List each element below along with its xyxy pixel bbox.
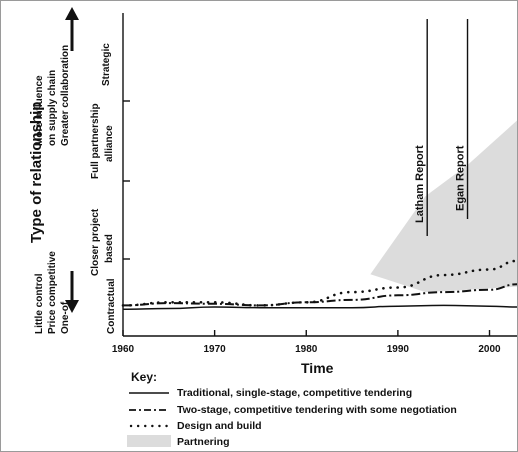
x-tick-label: 1960 [112, 344, 135, 355]
y-category-full-partnership-line1: Full partnership [90, 103, 101, 179]
x-tick-label: 1980 [295, 344, 318, 355]
x-axis-title: Time [301, 360, 334, 376]
y-top-annotation-1b: on supply chain [47, 70, 58, 146]
series-two-stage-line [122, 283, 517, 307]
y-bottom-annotation-3: One-of [60, 301, 71, 334]
x-tick-label: 1990 [387, 344, 410, 355]
y-axis-title: Type of relationship [28, 102, 45, 243]
x-tick-label: 1970 [204, 344, 227, 355]
egan-report-label: Egan Report [455, 145, 467, 211]
x-tick-label: 2000 [478, 344, 501, 355]
y-top-annotation-1a: More influence [34, 75, 45, 146]
y-bottom-annotation-1: Little control [34, 273, 45, 334]
y-category-contractual: Contractual [106, 278, 117, 334]
y-category-closer-project-line2: based [104, 234, 115, 263]
key-label-design-build: Design and build [177, 420, 262, 432]
key-label-partnering: Partnering [177, 436, 230, 448]
arrow-down-icon [65, 271, 79, 313]
key-title: Key: [131, 370, 157, 384]
key-label-two-stage: Two-stage, competitive tendering with so… [177, 404, 457, 416]
key-label-traditional: Traditional, single-stage, competitive t… [177, 387, 412, 399]
x-tick-group: 1960 1970 1980 1990 2000 [112, 330, 501, 355]
latham-report-label: Latham Report [414, 145, 426, 223]
y-bottom-annotation-2: Price competitive [47, 251, 58, 334]
y-category-closer-project-line1: Closer project [90, 208, 101, 276]
y-category-full-partnership-line2: alliance [104, 125, 115, 162]
y-top-annotation-2: Greater collaboration [60, 45, 71, 146]
y-category-strategic: Strategic [101, 43, 112, 86]
series-traditional-line [122, 304, 517, 311]
key-swatch-partnering [127, 435, 171, 447]
series-design-build-line [121, 259, 517, 307]
arrow-up-icon [65, 7, 79, 51]
partnering-area [370, 120, 517, 293]
